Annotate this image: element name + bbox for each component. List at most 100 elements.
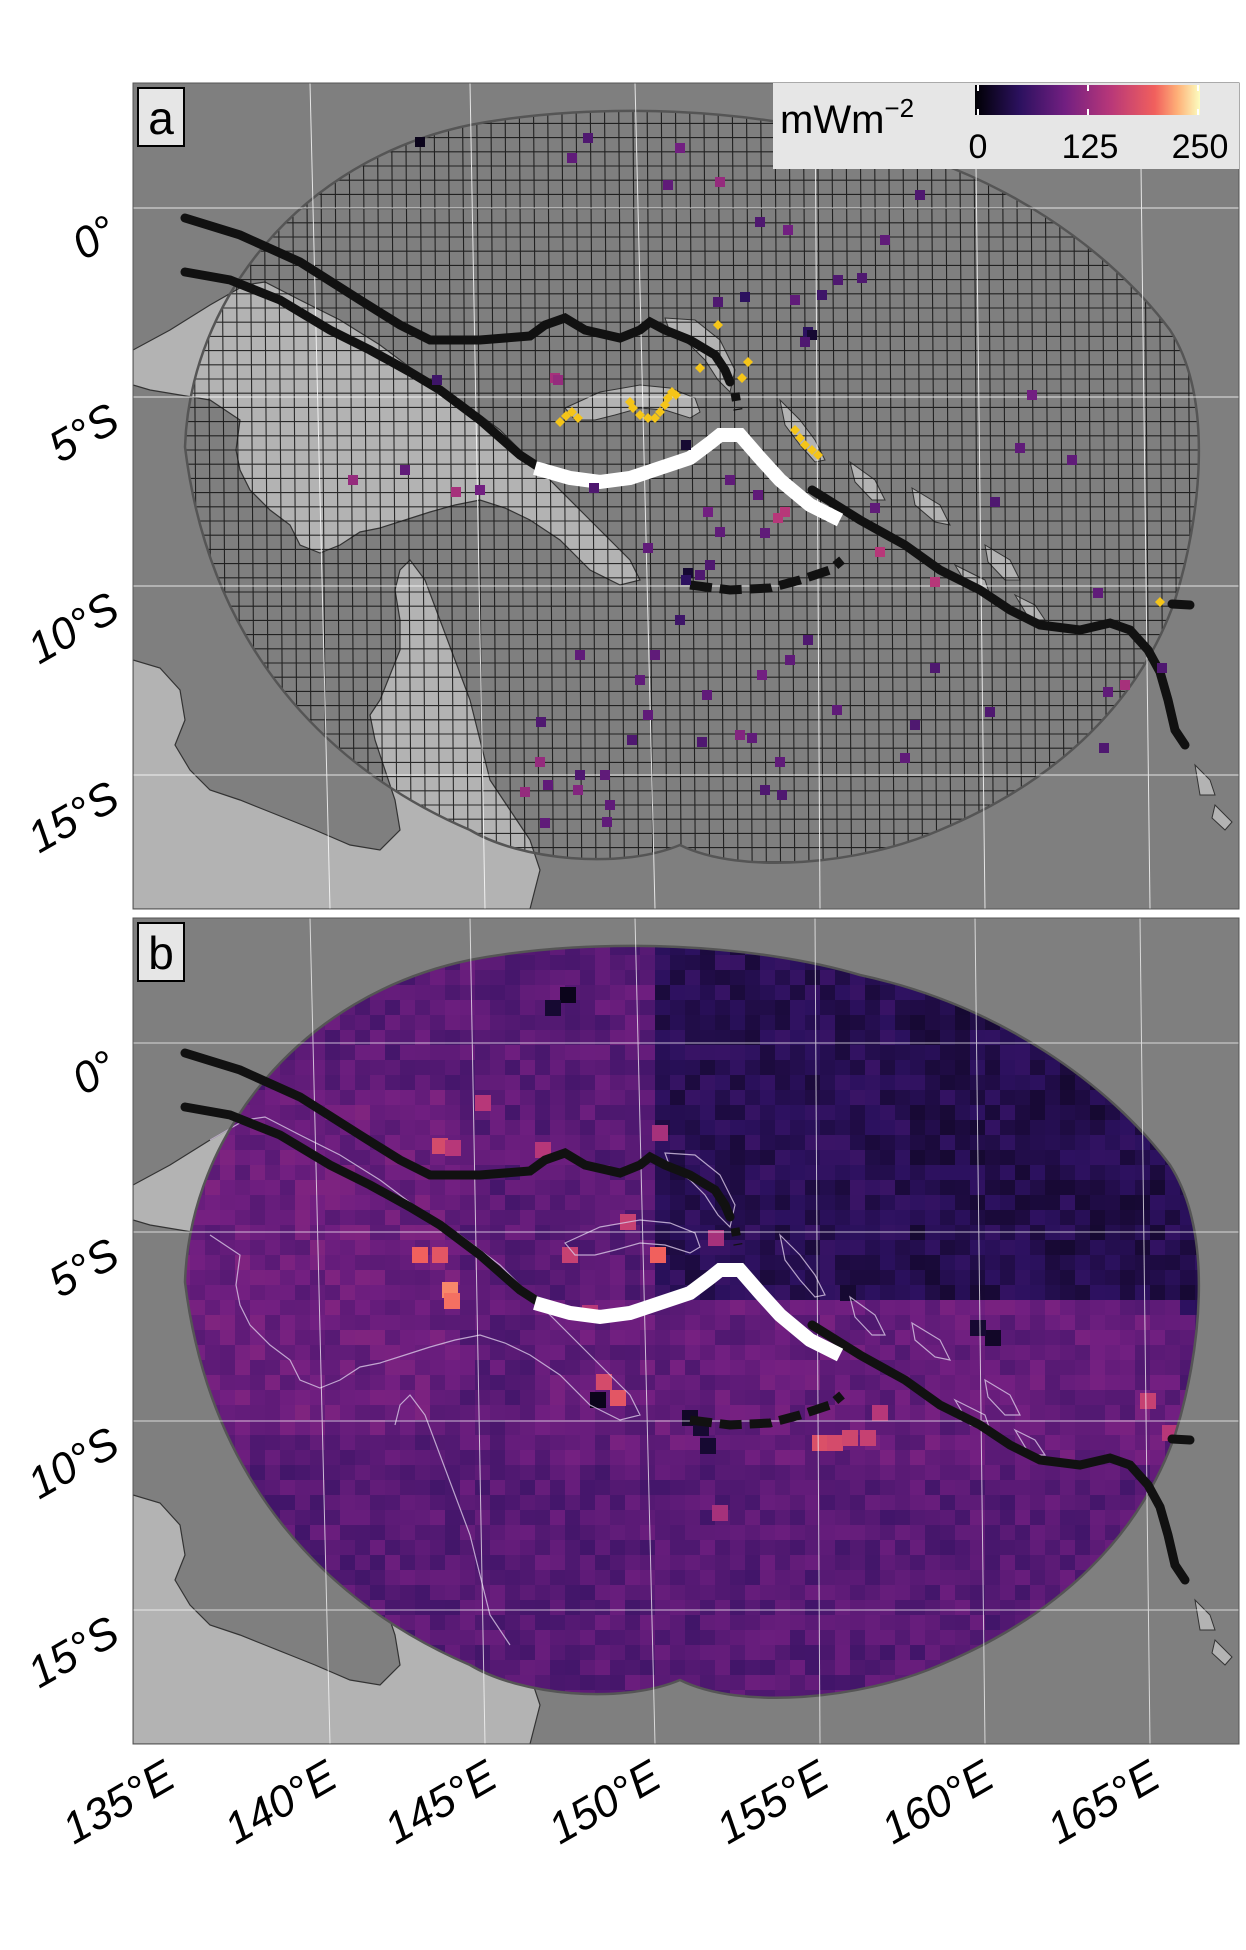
- heat-cell: [490, 1105, 506, 1121]
- latitude-labels-a: 0° 5°S 10°S 15°S: [19, 206, 127, 862]
- heat-cell: [445, 985, 461, 1001]
- heat-cell: [610, 1495, 626, 1511]
- heat-cell: [1015, 1405, 1031, 1421]
- heat-cell: [1000, 1615, 1016, 1631]
- heat-cell: [460, 1525, 476, 1541]
- heat-cell: [1060, 1375, 1076, 1391]
- heat-cell: [430, 1375, 446, 1391]
- heat-cell: [985, 1165, 1001, 1181]
- heat-cell: [1060, 1150, 1076, 1166]
- heat-cell: [1090, 1180, 1106, 1196]
- plate-boundaries: [180, 213, 1195, 750]
- heat-cell: [355, 1090, 371, 1106]
- heat-flow-point: [715, 177, 725, 187]
- heat-cell: [955, 1015, 971, 1031]
- heat-cell: [400, 1210, 416, 1226]
- heat-cell: [700, 1330, 716, 1346]
- heat-cell: [880, 1375, 896, 1391]
- heat-cell: [745, 1240, 761, 1256]
- heat-cell: [400, 1255, 416, 1271]
- heat-cell: [535, 1120, 551, 1136]
- heat-cell: [1075, 1330, 1091, 1346]
- heat-cell: [895, 1105, 911, 1121]
- heat-cell: [1015, 1285, 1031, 1301]
- heat-cell: [685, 1495, 701, 1511]
- heat-cell: [655, 1555, 671, 1571]
- heat-cell: [1030, 1540, 1046, 1556]
- heat-cell: [490, 1630, 506, 1646]
- heat-cell: [355, 1495, 371, 1511]
- heat-cell: [325, 1285, 341, 1301]
- heat-flow-point: [930, 577, 940, 587]
- heat-cell: [400, 1465, 416, 1481]
- heat-cell: [460, 1315, 476, 1331]
- heat-cell: [325, 1465, 341, 1481]
- heat-cell: [400, 1615, 416, 1631]
- heat-cell: [580, 1420, 596, 1436]
- heat-cell: [835, 1480, 851, 1496]
- heat-cell: [745, 1630, 761, 1646]
- heat-cell: [355, 1270, 371, 1286]
- heat-cell: [340, 1270, 356, 1286]
- heat-cell: [505, 1195, 521, 1211]
- heat-cell: [985, 1045, 1001, 1061]
- yellow-marker: [671, 390, 681, 400]
- heat-cell: [925, 1105, 941, 1121]
- heat-cell: [625, 1420, 641, 1436]
- heat-cell-cold: [700, 1438, 716, 1454]
- heat-cell: [595, 1600, 611, 1616]
- heat-cell: [250, 1450, 266, 1466]
- heat-cell: [955, 1360, 971, 1376]
- heat-cell: [1120, 1480, 1136, 1496]
- heat-cell: [385, 1000, 401, 1016]
- heat-cell: [730, 985, 746, 1001]
- heat-cell: [865, 1270, 881, 1286]
- heat-cell: [850, 1195, 866, 1211]
- heat-cell: [1015, 1210, 1031, 1226]
- heat-cell: [355, 1105, 371, 1121]
- heat-cell: [1180, 1270, 1196, 1286]
- heat-cell: [700, 1495, 716, 1511]
- heat-cell: [550, 1090, 566, 1106]
- heat-cell: [685, 1375, 701, 1391]
- heat-cell: [865, 1465, 881, 1481]
- heat-cell: [1030, 1195, 1046, 1211]
- heat-cell: [385, 1240, 401, 1256]
- heat-cell: [670, 1315, 686, 1331]
- heat-cell: [1165, 1390, 1181, 1406]
- heat-cell: [580, 1540, 596, 1556]
- heat-cell: [310, 1330, 326, 1346]
- heat-cell: [475, 1180, 491, 1196]
- heat-cell: [730, 1390, 746, 1406]
- heat-cell: [430, 1405, 446, 1421]
- heat-cell: [1075, 1285, 1091, 1301]
- heat-cell: [970, 1075, 986, 1091]
- heat-flow-point: [643, 543, 653, 553]
- heat-cell: [1105, 1120, 1121, 1136]
- heat-cell: [940, 1030, 956, 1046]
- heat-cell: [745, 985, 761, 1001]
- heat-flow-point: [740, 292, 750, 302]
- heat-cell: [835, 1360, 851, 1376]
- heat-cell: [835, 1615, 851, 1631]
- heat-cell: [790, 970, 806, 986]
- heat-cell: [190, 1315, 206, 1331]
- heat-cell: [325, 1060, 341, 1076]
- heat-cell: [880, 1450, 896, 1466]
- panel-b-frame: [132, 917, 1240, 1745]
- heat-cell: [925, 1060, 941, 1076]
- heat-cell: [985, 1285, 1001, 1301]
- heat-cell: [805, 1075, 821, 1091]
- heat-cell: [535, 1210, 551, 1226]
- heat-cell: [685, 1105, 701, 1121]
- heat-cell: [910, 1210, 926, 1226]
- heat-cell: [550, 1480, 566, 1496]
- heat-cell: [520, 1660, 536, 1676]
- heat-cell: [1030, 1525, 1046, 1541]
- heat-cell: [1180, 1225, 1196, 1241]
- heat-cell: [850, 1660, 866, 1676]
- heat-cell: [685, 970, 701, 986]
- heat-cell: [445, 1195, 461, 1211]
- heat-cell: [1030, 1135, 1046, 1151]
- heat-cell: [535, 955, 551, 971]
